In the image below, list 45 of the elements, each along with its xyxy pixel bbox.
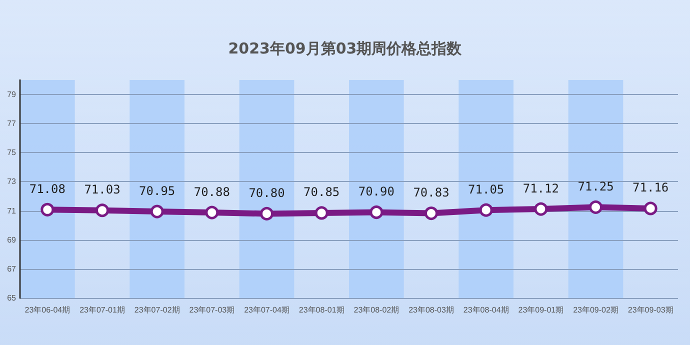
y-tick-label: 73 [7,177,17,186]
x-tick-label: 23年08-03期 [408,306,454,314]
point [370,206,384,219]
chart-title: 2023年09月第03期周价格总指数 [228,40,463,58]
data-label: 70.95 [139,184,176,198]
y-tick-label: 67 [7,264,17,274]
point [424,206,438,220]
data-label: 71.05 [468,182,504,196]
data-label: 71.12 [522,181,559,196]
point [260,206,274,220]
y-tick-label: 71 [7,206,17,216]
y-tick-label: 69 [7,235,17,244]
data-label: 71.25 [578,179,614,194]
x-tick-label: 23年09-01期 [518,306,564,314]
x-tick-label: 23年08-01期 [298,306,344,314]
point [205,206,219,220]
x-tick-label: 23年09-02期 [573,306,618,314]
point [589,200,602,214]
y-tick-label: 79 [7,90,17,100]
x-tick-label: 23年06-04期 [24,306,70,314]
point [150,204,164,218]
x-tick-label: 23年07-03期 [189,306,235,314]
x-tick-label: 23年09-03期 [628,306,674,314]
x-tick-label: 23年07-02期 [134,306,180,314]
point [40,202,54,216]
point [479,203,493,217]
x-tick-label: 23年08-02期 [354,306,400,314]
point [644,202,658,216]
y-tick-label: 75 [7,148,17,158]
data-label: 71.03 [84,182,120,197]
point [314,206,328,220]
data-label: 70.85 [304,185,340,200]
x-tick-label: 23年07-01期 [80,306,125,314]
data-label: 70.90 [358,184,394,199]
data-label: 70.80 [248,186,285,200]
point [534,202,548,216]
x-tick-label: 23年07-04期 [244,306,290,314]
y-tick-label: 65 [7,294,17,302]
point [96,204,109,218]
y-tick-label: 77 [7,119,17,128]
data-label: 71.08 [29,182,66,196]
x-tick-label: 23年08-04期 [463,306,509,314]
data-label: 70.83 [413,186,450,200]
data-label: 71.16 [632,180,669,195]
data-label: 70.88 [194,184,230,199]
